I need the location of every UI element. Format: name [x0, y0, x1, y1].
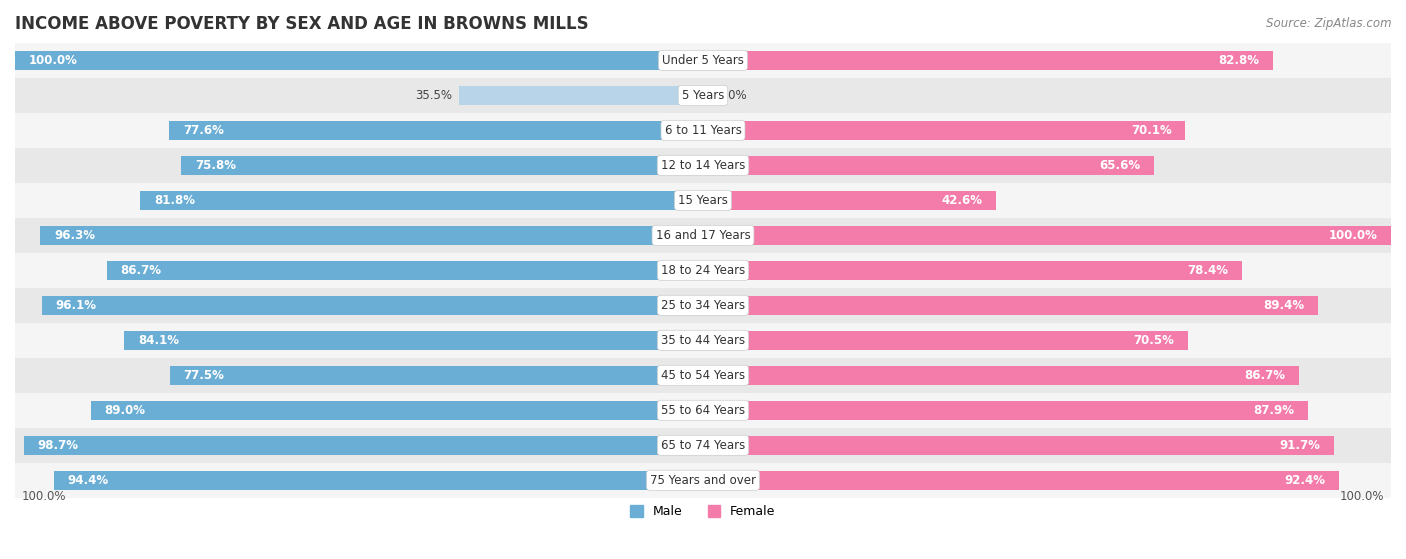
- Text: 100.0%: 100.0%: [1329, 229, 1378, 242]
- Bar: [703, 156, 1154, 175]
- Bar: [24, 435, 703, 455]
- Bar: [53, 471, 703, 490]
- Text: 92.4%: 92.4%: [1284, 474, 1324, 487]
- Bar: [15, 148, 1391, 183]
- Text: 45 to 54 Years: 45 to 54 Years: [661, 369, 745, 382]
- Text: 6 to 11 Years: 6 to 11 Years: [665, 124, 741, 137]
- Text: 70.5%: 70.5%: [1133, 334, 1174, 347]
- Bar: [703, 260, 1243, 280]
- Bar: [107, 260, 703, 280]
- Bar: [15, 358, 1391, 393]
- Bar: [15, 393, 1391, 428]
- Text: 98.7%: 98.7%: [38, 439, 79, 452]
- Text: 0.0%: 0.0%: [717, 89, 747, 102]
- Text: 89.4%: 89.4%: [1263, 299, 1305, 312]
- Text: Source: ZipAtlas.com: Source: ZipAtlas.com: [1267, 17, 1392, 30]
- Text: 89.0%: 89.0%: [104, 404, 145, 417]
- Legend: Male, Female: Male, Female: [626, 500, 780, 523]
- Bar: [90, 401, 703, 420]
- Text: INCOME ABOVE POVERTY BY SEX AND AGE IN BROWNS MILLS: INCOME ABOVE POVERTY BY SEX AND AGE IN B…: [15, 15, 589, 33]
- Text: 91.7%: 91.7%: [1279, 439, 1320, 452]
- Bar: [703, 435, 1334, 455]
- Bar: [703, 121, 1185, 140]
- Text: 75.8%: 75.8%: [195, 159, 236, 172]
- Bar: [15, 113, 1391, 148]
- Text: 12 to 14 Years: 12 to 14 Years: [661, 159, 745, 172]
- Bar: [15, 253, 1391, 288]
- Bar: [15, 51, 703, 70]
- Bar: [15, 288, 1391, 323]
- Text: 84.1%: 84.1%: [138, 334, 179, 347]
- Text: 82.8%: 82.8%: [1218, 54, 1258, 67]
- Bar: [15, 463, 1391, 498]
- Bar: [15, 218, 1391, 253]
- Bar: [703, 51, 1272, 70]
- Text: 100.0%: 100.0%: [1340, 490, 1384, 503]
- Text: Under 5 Years: Under 5 Years: [662, 54, 744, 67]
- Text: 55 to 64 Years: 55 to 64 Years: [661, 404, 745, 417]
- Bar: [703, 331, 1188, 350]
- Text: 75 Years and over: 75 Years and over: [650, 474, 756, 487]
- Bar: [703, 366, 1299, 385]
- Bar: [458, 86, 703, 105]
- Text: 35.5%: 35.5%: [415, 89, 451, 102]
- Bar: [703, 191, 995, 210]
- Text: 5 Years: 5 Years: [682, 89, 724, 102]
- Text: 100.0%: 100.0%: [22, 490, 66, 503]
- Bar: [15, 43, 1391, 78]
- Bar: [15, 78, 1391, 113]
- Text: 15 Years: 15 Years: [678, 194, 728, 207]
- Text: 18 to 24 Years: 18 to 24 Years: [661, 264, 745, 277]
- Bar: [703, 401, 1308, 420]
- Text: 96.3%: 96.3%: [55, 229, 96, 242]
- Bar: [181, 156, 703, 175]
- Text: 42.6%: 42.6%: [942, 194, 983, 207]
- Text: 100.0%: 100.0%: [28, 54, 77, 67]
- Text: 81.8%: 81.8%: [155, 194, 195, 207]
- Text: 77.5%: 77.5%: [184, 369, 225, 382]
- Text: 77.6%: 77.6%: [183, 124, 224, 137]
- Text: 96.1%: 96.1%: [56, 299, 97, 312]
- Bar: [42, 296, 703, 315]
- Bar: [15, 323, 1391, 358]
- Bar: [703, 471, 1339, 490]
- Text: 94.4%: 94.4%: [67, 474, 108, 487]
- Text: 86.7%: 86.7%: [121, 264, 162, 277]
- Bar: [41, 226, 703, 245]
- Text: 25 to 34 Years: 25 to 34 Years: [661, 299, 745, 312]
- Bar: [15, 183, 1391, 218]
- Bar: [124, 331, 703, 350]
- Text: 78.4%: 78.4%: [1188, 264, 1229, 277]
- Text: 35 to 44 Years: 35 to 44 Years: [661, 334, 745, 347]
- Bar: [15, 428, 1391, 463]
- Bar: [170, 366, 703, 385]
- Bar: [703, 296, 1317, 315]
- Text: 86.7%: 86.7%: [1244, 369, 1285, 382]
- Text: 65.6%: 65.6%: [1099, 159, 1140, 172]
- Bar: [169, 121, 703, 140]
- Bar: [141, 191, 703, 210]
- Bar: [703, 226, 1391, 245]
- Text: 87.9%: 87.9%: [1253, 404, 1294, 417]
- Text: 70.1%: 70.1%: [1130, 124, 1171, 137]
- Text: 16 and 17 Years: 16 and 17 Years: [655, 229, 751, 242]
- Text: 65 to 74 Years: 65 to 74 Years: [661, 439, 745, 452]
